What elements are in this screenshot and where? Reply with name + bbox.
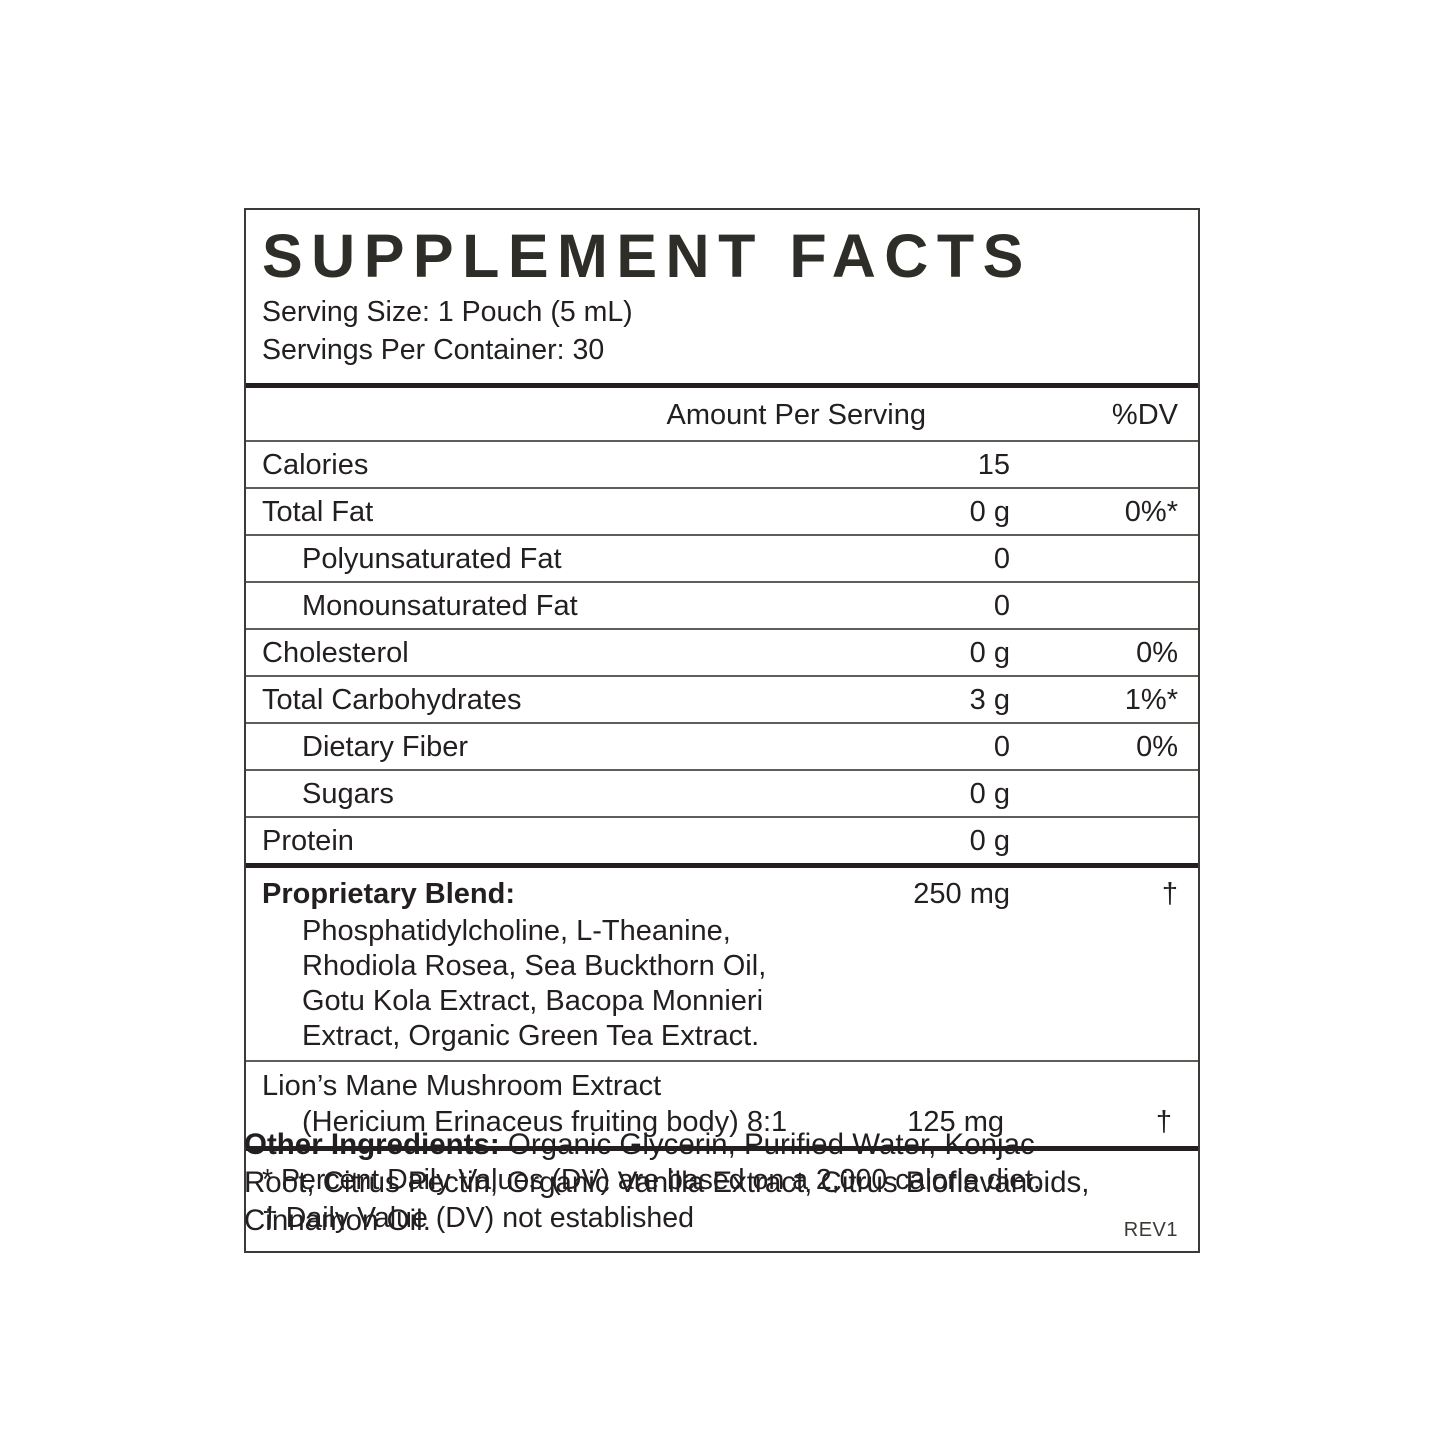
- other-ingredients-label: Other Ingredients:: [244, 1128, 500, 1161]
- lions-mane-dv-dagger: †: [1155, 1106, 1172, 1138]
- nutrient-amount: 0 g: [969, 637, 1010, 669]
- serving-size: Serving Size: 1 Pouch (5 mL): [262, 296, 633, 328]
- lions-mane-block: Lion’s Mane Mushroom Extract (Hericium E…: [262, 1062, 1182, 1146]
- blend-ingredient-list: Phosphatidylcholine, L-Theanine, Rhodiol…: [262, 912, 922, 1054]
- footnote-dagger: † Daily Value (DV) not established: [262, 1202, 694, 1234]
- header-percent-dv: %DV: [1111, 399, 1178, 431]
- blend-ingredient-line: Phosphatidylcholine, L-Theanine,: [302, 915, 731, 947]
- divider-above-lions-mane: [246, 1060, 1198, 1062]
- lions-mane-name: Lion’s Mane Mushroom Extract: [262, 1070, 662, 1102]
- row-divider: [246, 487, 1198, 489]
- nutrient-amount: 0 g: [969, 496, 1010, 528]
- nutrient-name: Dietary Fiber: [302, 731, 468, 763]
- row-divider: [246, 628, 1198, 630]
- other-ingredients-line: Root, Citrus Pectin, Organic Vanilla Ext…: [244, 1166, 1090, 1199]
- nutrient-name: Sugars: [302, 778, 394, 810]
- blend-ingredient-line: Rhodiola Rosea, Sea Buckthorn Oil,: [302, 950, 767, 982]
- divider-header: [246, 440, 1198, 442]
- nutrient-amount: 0: [993, 590, 1010, 622]
- nutrient-amount: 3 g: [969, 684, 1010, 716]
- supplement-facts-panel: SUPPLEMENT FACTS Serving Size: 1 Pouch (…: [244, 208, 1200, 1253]
- blend-label: Proprietary Blend:: [262, 878, 515, 910]
- nutrient-dv: 0%: [1136, 731, 1178, 763]
- nutrient-name: Protein: [262, 825, 354, 857]
- blend-amount: 250 mg: [913, 878, 1010, 910]
- divider-above-blend: [246, 863, 1198, 868]
- revision-code: REV1: [1123, 1219, 1178, 1241]
- table-row: Dietary Fiber 0 0%: [262, 724, 1182, 769]
- table-row: Monounsaturated Fat 0: [262, 583, 1182, 628]
- table-row: Calories 15: [262, 442, 1182, 487]
- nutrient-name: Total Carbohydrates: [262, 684, 522, 716]
- footnote-asterisk: * Percent Daily Values (DV) are based on…: [262, 1164, 1041, 1196]
- lions-mane-amount: 125 mg: [907, 1106, 1004, 1138]
- panel-title: SUPPLEMENT FACTS: [262, 222, 1032, 290]
- row-divider: [246, 722, 1198, 724]
- nutrient-amount: 0: [993, 543, 1010, 575]
- row-divider: [246, 581, 1198, 583]
- row-divider: [246, 534, 1198, 536]
- row-divider: [246, 675, 1198, 677]
- divider-above-footnotes: [246, 1146, 1198, 1151]
- table-row: Polyunsaturated Fat 0: [262, 536, 1182, 581]
- lions-mane-subtext: (Hericium Erinaceus fruiting body) 8:1: [302, 1106, 788, 1138]
- servings-per-container: Servings Per Container: 30: [262, 334, 605, 366]
- blend-ingredient-line: Extract, Organic Green Tea Extract.: [302, 1020, 760, 1052]
- nutrient-amount: 15: [977, 449, 1010, 481]
- nutrient-dv: 0%: [1136, 637, 1178, 669]
- blend-dv-dagger: †: [1161, 878, 1178, 910]
- blend-ingredient-line: Gotu Kola Extract, Bacopa Monnieri: [302, 985, 764, 1017]
- row-divider: [246, 769, 1198, 771]
- row-divider: [246, 816, 1198, 818]
- table-row: Total Fat 0 g 0%*: [262, 489, 1182, 534]
- header-amount-per-serving: Amount Per Serving: [666, 399, 926, 431]
- other-ingredients-line: Cinnamon Oil.: [244, 1204, 431, 1237]
- proprietary-blend-block: Proprietary Blend: 250 mg † Phosphatidyl…: [262, 868, 1182, 1060]
- nutrient-dv: 1%*: [1124, 684, 1178, 716]
- nutrient-amount: 0: [993, 731, 1010, 763]
- nutrient-name: Monounsaturated Fat: [302, 590, 578, 622]
- table-row: Total Carbohydrates 3 g 1%*: [262, 677, 1182, 722]
- table-row: Protein 0 g: [262, 818, 1182, 863]
- nutrient-name: Calories: [262, 449, 369, 481]
- table-header-row: Amount Per Serving %DV: [262, 388, 1182, 440]
- nutrient-amount: 0 g: [969, 825, 1010, 857]
- table-row: Cholesterol 0 g 0%: [262, 630, 1182, 675]
- serving-info: Serving Size: 1 Pouch (5 mL) Servings Pe…: [262, 293, 1182, 383]
- other-ingredients-block: Other Ingredients: Organic Glycerin, Pur…: [244, 1126, 1204, 1240]
- footnotes-block: * Percent Daily Values (DV) are based on…: [262, 1151, 1182, 1251]
- nutrient-name: Cholesterol: [262, 637, 409, 669]
- nutrient-name: Total Fat: [262, 496, 374, 528]
- table-row: Sugars 0 g: [262, 771, 1182, 816]
- divider-below-serving-info: [246, 383, 1198, 388]
- nutrient-amount: 0 g: [969, 778, 1010, 810]
- nutrient-name: Polyunsaturated Fat: [302, 543, 562, 575]
- other-ingredients-line: Organic Glycerin, Purified Water, Konjac: [499, 1128, 1035, 1161]
- nutrient-dv: 0%*: [1124, 496, 1178, 528]
